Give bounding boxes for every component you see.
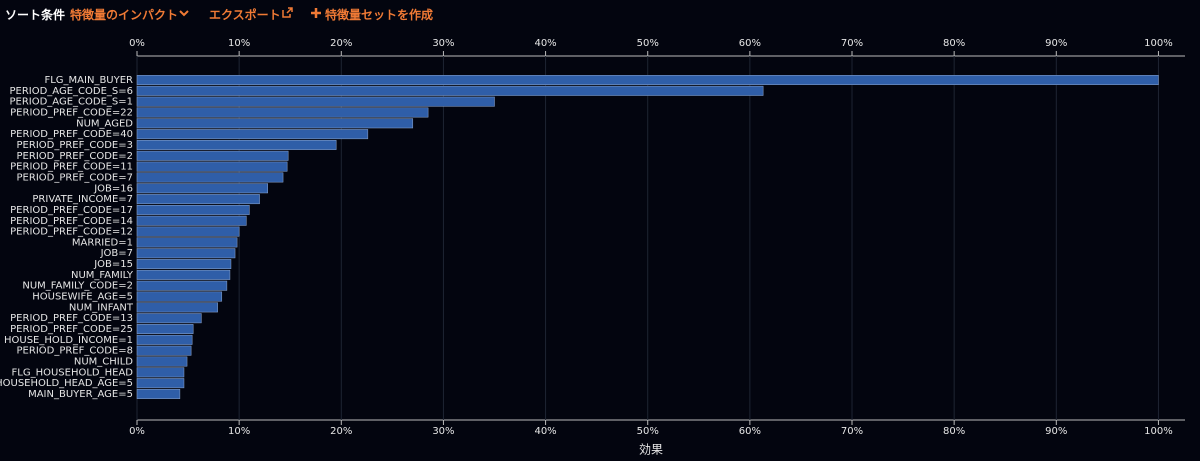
bar (136, 150, 289, 161)
x-tick-label: 70% (841, 38, 863, 49)
x-tick-label: 70% (841, 426, 863, 437)
y-tick-label: PERIOD_PREF_CODE=7 (17, 172, 133, 183)
x-tick-label: 0% (129, 426, 145, 437)
bar (136, 118, 414, 129)
y-tick-label: MAIN_BUYER_AGE=5 (28, 389, 133, 400)
y-tick-label: NUM_AGED (76, 118, 133, 129)
y-tick-label: PERIOD_PREF_CODE=11 (10, 162, 133, 173)
x-tick-label: 0% (129, 38, 145, 49)
y-tick-label: NUM_FAMILY (71, 270, 134, 281)
bar (136, 345, 192, 356)
x-tick-label: 60% (739, 38, 761, 49)
bar (136, 259, 232, 270)
y-tick-label: PERIOD_AGE_CODE_S=1 (9, 97, 133, 108)
chevron-icon (179, 10, 189, 17)
bar (136, 237, 238, 248)
create-set-button[interactable]: 特徴量セットを作成 (325, 8, 434, 22)
y-tick-label: PERIOD_AGE_CODE_S=6 (9, 86, 133, 97)
y-tick-label: FLG_HOUSEHOLD_HEAD (12, 367, 134, 378)
y-tick-label: PERIOD_PREF_CODE=8 (17, 346, 133, 357)
bar (136, 378, 185, 389)
y-tick-label: HOUSEHOLD_HEAD_AGE=5 (0, 378, 133, 389)
y-tick-label: NUM_FAMILY_CODE=2 (22, 281, 133, 292)
export-icon (282, 7, 293, 18)
bar (136, 334, 193, 345)
y-tick-label: PERIOD_PREF_CODE=13 (10, 313, 133, 324)
y-tick-label: PERIOD_PREF_CODE=3 (17, 140, 133, 151)
x-tick-label: 80% (943, 38, 965, 49)
bar (136, 96, 495, 107)
bar (136, 291, 223, 302)
x-tick-label: 40% (534, 426, 556, 437)
x-tick-label: 50% (637, 426, 659, 437)
bar (136, 204, 250, 215)
bar (136, 85, 764, 96)
y-tick-label: PERIOD_PREF_CODE=25 (10, 324, 133, 335)
bar (136, 269, 231, 280)
y-tick-label: FLG_MAIN_BUYER (44, 75, 133, 86)
bar (136, 226, 240, 237)
y-tick-label: HOUSEWIFE_AGE=5 (32, 292, 133, 303)
bar (136, 172, 284, 183)
y-tick-label: NUM_INFANT (69, 302, 134, 313)
y-tick-label: PERIOD_PREF_CODE=2 (17, 151, 133, 162)
bar (136, 302, 218, 313)
x-tick-label: 30% (432, 38, 454, 49)
x-tick-label: 20% (330, 38, 352, 49)
sort-label: ソート条件 (5, 8, 66, 22)
bar (136, 140, 337, 150)
y-tick-label: PERIOD_PREF_CODE=14 (10, 216, 133, 227)
bar (136, 215, 247, 226)
bar (136, 248, 236, 259)
x-tick-label: 50% (637, 38, 659, 49)
y-tick-label: PERIOD_PREF_CODE=22 (10, 107, 133, 118)
bar (136, 129, 369, 140)
x-tick-label: 80% (943, 426, 965, 437)
toolbar: ソート条件 特徴量のインパクト エクスポート 特徴量セットを作成 (0, 0, 1200, 28)
bar (136, 324, 194, 334)
bar (136, 280, 228, 291)
y-tick-label: JOB=16 (93, 183, 133, 194)
x-tick-label: 90% (1045, 426, 1067, 437)
x-tick-label: 30% (432, 426, 454, 437)
bar (136, 161, 288, 172)
x-tick-label: 100% (1144, 426, 1173, 437)
bar (136, 356, 188, 367)
y-tick-label: HOUSE_HOLD_INCOME=1 (4, 335, 133, 346)
bar (136, 183, 268, 194)
bar (136, 75, 1159, 85)
bar (136, 389, 181, 399)
y-tick-label: PERIOD_PREF_CODE=17 (10, 205, 133, 216)
y-tick-label: PERIOD_PREF_CODE=40 (10, 129, 133, 140)
y-tick-label: MARRIED=1 (72, 237, 133, 248)
bar (136, 313, 202, 324)
x-tick-label: 10% (228, 38, 250, 49)
x-tick-label: 40% (534, 38, 556, 49)
y-tick-label: PRIVATE_INCOME=7 (32, 194, 133, 205)
y-tick-label: NUM_CHILD (74, 357, 133, 368)
bar (136, 367, 185, 378)
x-tick-label: 20% (330, 426, 352, 437)
x-tick-label: 100% (1144, 38, 1173, 49)
export-button[interactable]: エクスポート (209, 8, 281, 22)
bar (136, 194, 260, 205)
bar (136, 107, 429, 118)
plus-icon (311, 8, 321, 18)
y-tick-label: JOB=15 (93, 259, 133, 270)
sort-dropdown[interactable]: 特徴量のインパクト (70, 8, 179, 22)
y-tick-label: PERIOD_PREF_CODE=12 (10, 227, 133, 238)
x-tick-label: 60% (739, 426, 761, 437)
y-tick-label: JOB=7 (100, 248, 133, 259)
x-axis-title: 効果 (639, 442, 663, 457)
x-tick-label: 90% (1045, 38, 1067, 49)
x-tick-label: 10% (228, 426, 250, 437)
